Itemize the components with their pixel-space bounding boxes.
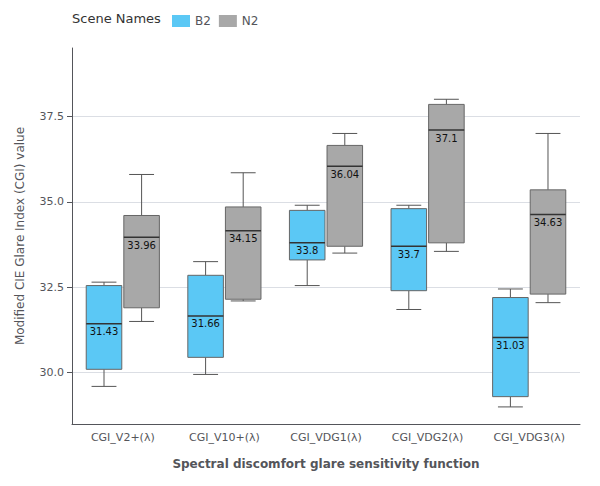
- svg-text:CGI_V10+(λ): CGI_V10+(λ): [189, 431, 260, 444]
- svg-text:33.96: 33.96: [127, 240, 156, 251]
- svg-text:32.5: 32.5: [40, 281, 65, 294]
- svg-text:N2: N2: [242, 14, 259, 28]
- svg-text:34.15: 34.15: [229, 233, 258, 244]
- svg-text:CGI_VDG2(λ): CGI_VDG2(λ): [392, 431, 464, 444]
- svg-text:36.04: 36.04: [330, 169, 359, 180]
- svg-text:CGI_VDG1(λ): CGI_VDG1(λ): [290, 431, 362, 444]
- svg-text:Spectral discomfort glare sens: Spectral discomfort glare sensitivity fu…: [172, 457, 479, 471]
- svg-text:CGI_V2+(λ): CGI_V2+(λ): [91, 431, 155, 444]
- svg-text:37.5: 37.5: [40, 110, 65, 123]
- svg-text:31.43: 31.43: [90, 326, 119, 337]
- svg-text:33.8: 33.8: [296, 245, 318, 256]
- svg-text:31.03: 31.03: [496, 340, 525, 351]
- svg-text:Modified CIE Glare Index (CGI): Modified CIE Glare Index (CGI) value: [13, 127, 27, 345]
- svg-text:31.66: 31.66: [191, 318, 220, 329]
- svg-text:33.7: 33.7: [398, 249, 420, 260]
- svg-text:35.0: 35.0: [40, 195, 65, 208]
- svg-text:Scene Names: Scene Names: [72, 11, 161, 26]
- svg-text:B2: B2: [195, 14, 211, 28]
- svg-text:34.63: 34.63: [534, 217, 563, 228]
- svg-text:CGI_VDG3(λ): CGI_VDG3(λ): [493, 431, 565, 444]
- svg-text:37.1: 37.1: [435, 133, 457, 144]
- svg-text:30.0: 30.0: [40, 366, 65, 379]
